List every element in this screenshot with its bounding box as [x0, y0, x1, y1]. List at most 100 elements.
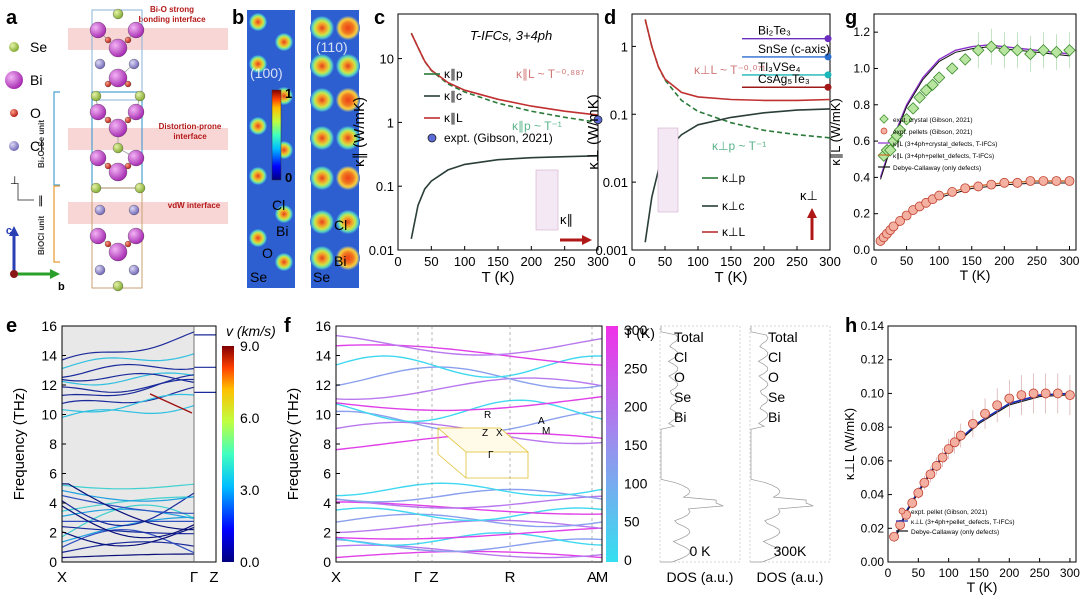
elf-spot [336, 54, 360, 78]
y-tick-label: 4 [323, 495, 331, 511]
elf-spot [310, 210, 334, 234]
phonon-branch [335, 396, 603, 412]
data-point-crystal [913, 91, 926, 104]
legend-bi-label: Bi [30, 72, 42, 88]
y-tick-label: 0.0 [853, 243, 870, 257]
panel-letter-h: h [845, 315, 857, 337]
bi-atom-icon [5, 71, 23, 89]
y-tick-label: 0.01 [603, 175, 628, 190]
x-tick-label: R [505, 569, 516, 586]
phonon-branch [335, 513, 603, 528]
x-tick-label: Z [209, 569, 218, 586]
data-point-crystal [926, 78, 939, 92]
data-point-crystal [884, 143, 897, 157]
atom-o [104, 80, 112, 88]
phonon-branch [335, 334, 603, 356]
x-tick-label: 0 [394, 254, 401, 269]
x-tick-label: 100 [939, 566, 959, 580]
chart-e-phonon-dispersion: 0 2 4 6 8 10 12 14 16 Frequency (THz) X Γ Zv (km/s) 0… [11, 318, 276, 586]
phonon-branch [61, 504, 195, 538]
colorbar-tick-label: 100 [624, 475, 648, 491]
dos-frame [659, 325, 741, 563]
atom-cl [128, 264, 140, 276]
x-tick-label: 200 [994, 254, 1014, 268]
velocity-colorbar [222, 346, 234, 562]
phonon-branch [61, 393, 195, 413]
x-tick-label: 250 [1027, 254, 1047, 268]
y-axis-label: κ∥ (W/mK) [351, 97, 368, 167]
data-point-crystal [998, 44, 1011, 57]
data-point-pellet [955, 430, 966, 441]
atom-o [124, 240, 132, 248]
atom-bi [127, 103, 145, 121]
elf-site-se-left: Se [250, 269, 267, 285]
phonon-branch [61, 378, 194, 393]
phonon-branch-gz [194, 334, 216, 393]
data-point-crystal [919, 84, 933, 97]
data-point-pellet [949, 437, 960, 448]
dos-legend-label: O [674, 369, 685, 385]
reference-dot [824, 83, 832, 91]
interface-band-bio [68, 28, 228, 50]
annotation-bio-interface: Bi-O strong [150, 5, 194, 14]
atom-o [104, 36, 112, 44]
plot-frame [873, 13, 1077, 251]
y-tick-label: 0.08 [861, 420, 885, 434]
elf-spot [336, 166, 360, 190]
elf-spot [249, 229, 267, 247]
x-tick-label: A [587, 569, 597, 586]
y-tick-label: 0 [323, 554, 331, 570]
elf-spot [336, 126, 360, 150]
data-point-crystal [1037, 44, 1050, 57]
y-tick-label: 0.4 [853, 170, 870, 184]
data-point-pellet [925, 469, 936, 480]
dos-legend-label: Total [768, 329, 798, 345]
legend-label: κ∥L (3+4ph+pellet_defects, T-IFCs) [893, 152, 994, 160]
x-tick-label: Γ [414, 569, 422, 586]
colorbar-tick-label: 150 [624, 437, 648, 453]
y-tick-label: 16 [41, 318, 57, 334]
panel-letter-f: f [284, 315, 291, 337]
x-tick-label: 200 [753, 254, 775, 269]
par-label: ∥ [38, 195, 44, 207]
colorbar-tick-label: 6.0 [240, 410, 260, 426]
data-point-crystal [1063, 44, 1076, 57]
x-tick-label: 0 [885, 566, 892, 580]
atom-bi [127, 21, 145, 39]
data-point-pellet [986, 179, 997, 190]
crystal-structure [89, 8, 146, 292]
atom-se [112, 280, 124, 292]
annotation-fit-l: κ∥L ~ T⁻⁰·⁸⁸⁷ [516, 67, 585, 81]
atom-bi [89, 103, 107, 121]
y-tick-label: 0.00 [861, 555, 885, 569]
atom-bi [127, 227, 145, 245]
phonon-branch [61, 553, 194, 559]
se-atom-icon [9, 42, 19, 52]
y-tick-label: 10 [315, 407, 331, 423]
legend-label: κ⊥L (3+4ph+pellet_defects, T-IFCs) [911, 519, 1015, 526]
y-tick-label: 6 [323, 466, 331, 482]
elf-spot [310, 246, 334, 270]
phonon-branch [61, 483, 195, 490]
y-tick-label: 10 [380, 52, 394, 67]
elf-spot [275, 33, 293, 51]
phonon-branch [335, 488, 603, 503]
series-line-0 [644, 19, 831, 139]
dos-frame [749, 325, 831, 563]
annotation-distortion: Distortion-prone [159, 122, 222, 131]
data-point-crystal [1024, 47, 1037, 61]
bz-label: X [496, 428, 503, 439]
atom-bi [108, 118, 128, 138]
y-tick-label: 0.04 [861, 488, 885, 502]
y-tick-label: 2 [323, 525, 331, 541]
dos-legend-label: Cl [674, 349, 687, 365]
x-axis-label: T (K) [714, 269, 747, 286]
colorbar-tick-label: 200 [624, 399, 648, 415]
data-point-pellet [889, 531, 899, 542]
y-tick-label: 10 [41, 407, 57, 423]
elf-colorbar-max: 1 [285, 86, 292, 101]
x-tick-label: 300 [1060, 566, 1080, 580]
atom-bi [89, 149, 107, 167]
elf-spot [275, 205, 293, 223]
